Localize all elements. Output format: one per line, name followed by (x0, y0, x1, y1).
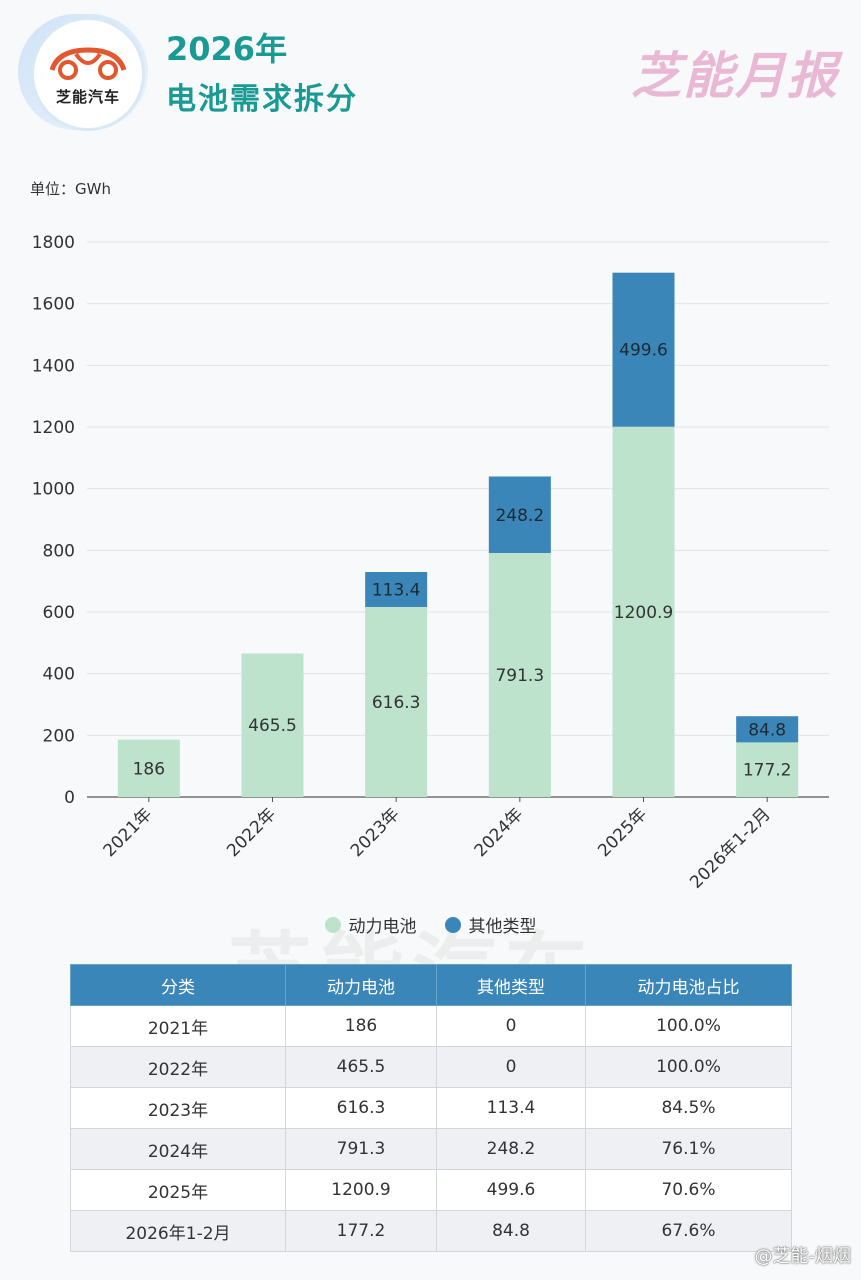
table-cell: 2023年 (70, 1087, 286, 1129)
data-label: 186 (133, 759, 165, 779)
table-header: 动力电池 (285, 964, 437, 1006)
x-axis-ticks: 2021年 2022年 2023年 2024年 2025年 2026年1-2月 (100, 797, 775, 893)
car-logo-icon (49, 47, 127, 80)
x-tick-label: 2025年 (594, 804, 651, 861)
data-label: 791.3 (495, 666, 544, 686)
table-cell: 70.6% (585, 1169, 792, 1211)
table-cell: 2024年 (70, 1128, 286, 1170)
table-cell: 1200.9 (285, 1169, 437, 1211)
table-header: 动力电池占比 (585, 964, 792, 1006)
y-tick-label: 1000 (32, 480, 75, 500)
bars (117, 272, 799, 797)
table-cell: 100.0% (585, 1005, 792, 1047)
data-label: 177.2 (743, 761, 792, 781)
table-row: 2021年 186 0 100.0% (70, 1005, 792, 1047)
x-tick-label: 2023年 (347, 804, 404, 861)
data-label: 616.3 (372, 693, 421, 713)
x-tick-label: 2022年 (223, 804, 280, 861)
data-label: 465.5 (248, 716, 297, 736)
data-label: 113.4 (372, 580, 421, 600)
bar-power[interactable] (488, 553, 551, 797)
stacked-bar-chart: 0 200 400 600 800 1000 1200 1400 1600 1800 186 465… (32, 233, 829, 893)
table-cell: 616.3 (285, 1087, 437, 1129)
bar-power[interactable] (241, 653, 304, 797)
legend-swatch-other (444, 916, 461, 933)
bar-power[interactable] (736, 742, 799, 797)
bar-other[interactable] (365, 572, 428, 607)
y-tick-label: 0 (64, 788, 75, 808)
legend-label-power: 动力电池 (348, 917, 417, 937)
bar-power[interactable] (365, 606, 428, 797)
table-cell: 67.6% (585, 1210, 792, 1252)
legend: 动力电池 其他类型 (0, 912, 861, 937)
table-cell: 0 (436, 1005, 586, 1047)
table-cell: 2026年1-2月 (70, 1210, 286, 1252)
table-row: 2026年1-2月 177.2 84.8 67.6% (70, 1210, 792, 1252)
table-cell: 499.6 (436, 1169, 586, 1211)
page-title-year: 2026年 (166, 30, 288, 68)
y-tick-label: 1200 (32, 418, 75, 438)
data-label: 248.2 (495, 506, 544, 526)
table-header-row: 分类 动力电池 其他类型 动力电池占比 (70, 964, 792, 1006)
y-tick-label: 1400 (32, 356, 75, 376)
data-table: 分类 动力电池 其他类型 动力电池占比 2021年 186 0 100.0% 2… (70, 964, 792, 1252)
legend-item-other[interactable]: 其他类型 (444, 912, 537, 937)
table-cell: 186 (285, 1005, 437, 1047)
bar-power[interactable] (117, 739, 180, 797)
logo-text: 芝能汽车 (55, 88, 120, 106)
weibo-watermark: @芝能-烟烟 (754, 1246, 852, 1267)
y-tick-label: 400 (43, 665, 75, 685)
bar-other[interactable] (736, 716, 799, 743)
y-tick-label: 1800 (32, 233, 75, 253)
y-tick-label: 1600 (32, 295, 75, 315)
table-cell: 177.2 (285, 1210, 437, 1252)
x-tick-label: 2024年 (471, 804, 528, 861)
table-cell: 2022年 (70, 1046, 286, 1088)
data-labels: 186 465.5 616.3 113.4 791.3 248.2 1200.9 499.6 1… (133, 341, 792, 781)
page-title: 电池需求拆分 (166, 82, 358, 117)
table-row: 2022年 465.5 0 100.0% (70, 1046, 792, 1088)
table-cell: 84.8 (436, 1210, 586, 1252)
table-cell: 0 (436, 1046, 586, 1088)
unit-label: 单位：GWh (30, 180, 111, 198)
table-header: 分类 (70, 964, 286, 1006)
grid (87, 241, 829, 798)
x-tick-label: 2026年1-2月 (686, 804, 774, 892)
bar-power[interactable] (612, 426, 675, 797)
x-tick-label: 2021年 (100, 804, 157, 861)
logo: 芝能汽车 (34, 20, 142, 128)
table-cell: 113.4 (436, 1087, 586, 1129)
table-cell: 2021年 (70, 1005, 286, 1047)
y-tick-label: 800 (43, 541, 75, 561)
legend-item-power[interactable]: 动力电池 (324, 912, 417, 937)
brand-logo-text: 芝能月报 (631, 47, 839, 105)
bar-other[interactable] (612, 272, 675, 427)
table-row: 2025年 1200.9 499.6 70.6% (70, 1169, 792, 1211)
table-row: 2024年 791.3 248.2 76.1% (70, 1128, 792, 1170)
table-cell: 100.0% (585, 1046, 792, 1088)
bar-other[interactable] (488, 476, 551, 554)
table-cell: 465.5 (285, 1046, 437, 1088)
table-row: 2023年 616.3 113.4 84.5% (70, 1087, 792, 1129)
y-tick-label: 600 (43, 603, 75, 623)
legend-swatch-power (324, 916, 341, 933)
data-label: 499.6 (619, 341, 668, 361)
table-cell: 84.5% (585, 1087, 792, 1129)
y-axis-ticks: 0 200 400 600 800 1000 1200 1400 1600 1800 (32, 233, 75, 808)
table-header: 其他类型 (436, 964, 586, 1006)
table-cell: 76.1% (585, 1128, 792, 1170)
data-label: 1200.9 (614, 603, 673, 623)
y-tick-label: 200 (43, 726, 75, 746)
table-cell: 791.3 (285, 1128, 437, 1170)
table-cell: 2025年 (70, 1169, 286, 1211)
table-cell: 248.2 (436, 1128, 586, 1170)
data-label: 84.8 (748, 720, 786, 740)
legend-label-other: 其他类型 (468, 917, 537, 937)
